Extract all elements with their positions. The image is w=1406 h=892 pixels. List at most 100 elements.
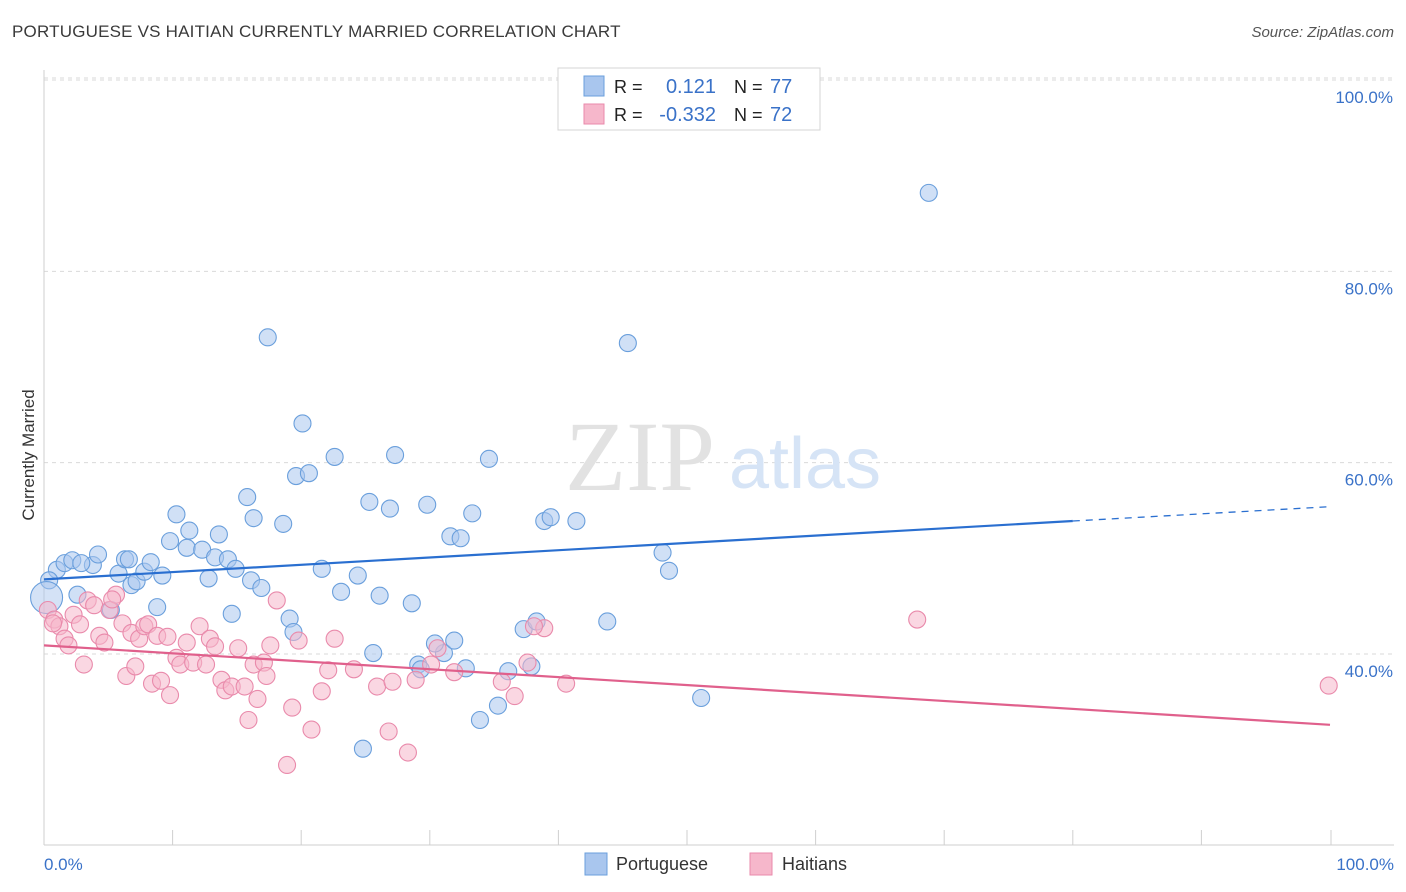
series-legend: Portuguese Haitians: [584, 852, 847, 876]
haitians-point: [74, 655, 93, 674]
portuguese-point: [445, 631, 464, 650]
haitians-point: [524, 617, 544, 636]
portuguese-point: [72, 554, 91, 573]
legend-n-value-haitians: 72: [770, 104, 792, 126]
portuguese-point: [418, 495, 437, 514]
source-credit: Source: ZipAtlas.com: [1251, 24, 1394, 41]
portuguese-point: [274, 514, 293, 533]
legend-n-label-haitians: N =: [734, 105, 763, 125]
portuguese-point: [919, 183, 938, 202]
portuguese-point: [238, 488, 257, 507]
haitians-point: [59, 636, 78, 655]
watermark: ZIP atlas: [565, 401, 881, 512]
haitians-point: [85, 596, 104, 615]
haitians-point: [248, 689, 267, 709]
series-legend-label-portuguese: Portuguese: [616, 854, 708, 874]
haitians-point: [229, 639, 248, 658]
haitians-point: [190, 617, 209, 636]
haitians-point: [383, 672, 402, 691]
haitians-point: [406, 670, 425, 689]
haitians-point: [261, 636, 280, 655]
portuguese-point: [332, 582, 351, 601]
haitians-point: [283, 698, 302, 717]
haitians-point: [505, 687, 524, 706]
portuguese-point: [402, 594, 421, 613]
portuguese-point: [160, 532, 180, 551]
haitians-point: [302, 720, 321, 739]
portuguese-point: [141, 553, 160, 572]
haitians-point: [325, 629, 344, 648]
legend-swatch-portuguese: [583, 75, 605, 97]
y-tick-label: 40.0%: [1345, 662, 1393, 681]
portuguese-point: [692, 688, 711, 708]
portuguese-point: [451, 529, 470, 548]
portuguese-trend-line: [43, 519, 1073, 581]
haitians-point: [379, 722, 398, 741]
portuguese-point: [252, 578, 271, 598]
portuguese-point: [119, 550, 138, 569]
portuguese-point: [463, 504, 482, 523]
y-tick-label: 80.0%: [1345, 279, 1393, 298]
haitians-point: [492, 672, 511, 691]
legend-r-value-haitians: -0.332: [659, 104, 716, 126]
portuguese-point: [199, 569, 218, 588]
haitians-point: [196, 655, 216, 674]
series-legend-label-haitians: Haitians: [782, 854, 847, 874]
haitians-point: [257, 666, 276, 686]
y-tick-label: 100.0%: [1335, 88, 1393, 107]
portuguese-point: [153, 566, 172, 585]
portuguese-point: [348, 566, 367, 585]
y-tick-label: 60.0%: [1345, 471, 1393, 490]
haitians-point: [1319, 676, 1338, 695]
legend-r-label-haitians: R =: [614, 105, 643, 125]
portuguese-point: [177, 538, 196, 557]
watermark-atlas: atlas: [729, 424, 881, 504]
x-tick-label-max: 100.0%: [1336, 855, 1394, 874]
haitians-point: [151, 671, 171, 690]
haitians-point: [158, 627, 177, 646]
portuguese-point: [353, 739, 372, 758]
stats-legend: R = 0.121 N = 77 R = -0.332 N = 72: [557, 67, 821, 131]
haitians-point: [278, 755, 297, 775]
chart-title: PORTUGUESE VS HAITIAN CURRENTLY MARRIED …: [12, 22, 621, 41]
portuguese-point: [244, 509, 263, 528]
portuguese-point: [148, 598, 167, 617]
portuguese-point: [386, 445, 405, 465]
portuguese-point: [653, 543, 672, 562]
haitians-point: [235, 677, 254, 696]
portuguese-point: [659, 561, 679, 580]
watermark-zip: ZIP: [565, 401, 715, 512]
haitians-point: [368, 677, 387, 696]
haitians-point: [908, 610, 927, 629]
portuguese-point: [258, 328, 277, 347]
haitians-point: [289, 631, 308, 650]
portuguese-point: [209, 525, 228, 544]
portuguese-point: [541, 508, 560, 527]
haitians-point: [398, 743, 417, 762]
x-tick-label-min: 0.0%: [44, 855, 83, 874]
haitians-point: [95, 633, 114, 652]
portuguese-point: [167, 505, 186, 524]
portuguese-point: [293, 414, 312, 433]
haitians-point: [239, 710, 258, 730]
portuguese-point: [370, 586, 389, 605]
haitians-point: [70, 615, 90, 634]
portuguese-point: [222, 604, 241, 623]
legend-r-value-portuguese: 0.121: [666, 76, 716, 98]
y-axis-label: Currently Married: [19, 389, 38, 520]
portuguese-trend-extension: [1072, 506, 1331, 522]
series-legend-swatch-portuguese: [584, 852, 608, 876]
haitians-point: [160, 686, 180, 705]
portuguese-point: [618, 334, 637, 353]
portuguese-point: [299, 464, 318, 483]
x-ticks: [172, 830, 1332, 845]
haitians-point: [428, 639, 447, 658]
portuguese-point: [180, 521, 199, 540]
haitians-point: [312, 682, 331, 701]
portuguese-point: [88, 545, 108, 564]
haitians-point: [319, 661, 338, 680]
portuguese-point: [364, 643, 383, 663]
haitians-point: [177, 633, 196, 652]
legend-r-label-portuguese: R =: [614, 77, 643, 97]
